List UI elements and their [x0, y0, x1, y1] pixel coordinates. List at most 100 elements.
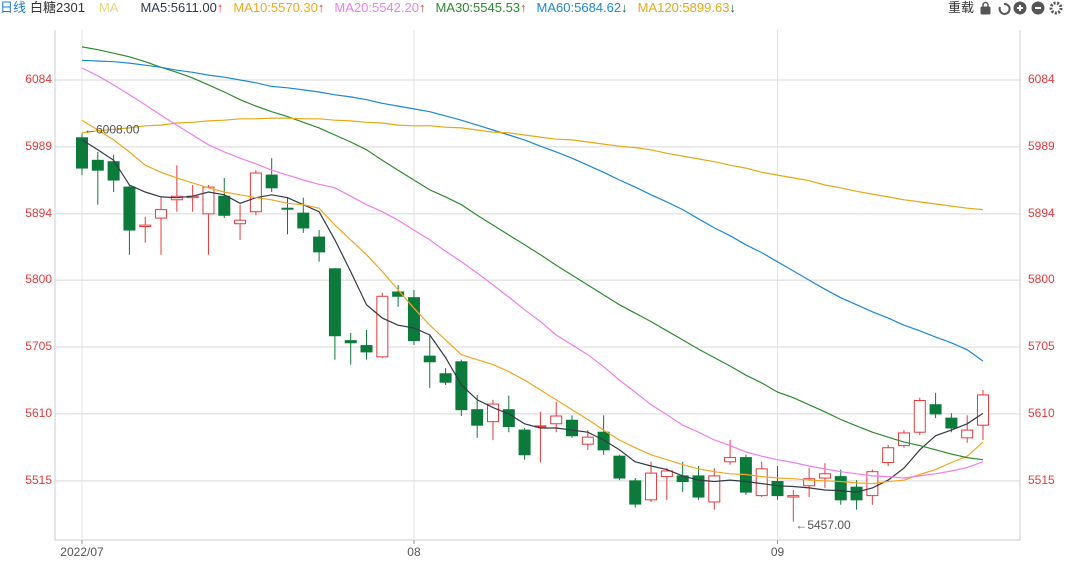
legend-trend: ↑ — [520, 0, 527, 15]
ma-line — [81, 59, 984, 362]
candle-body — [328, 268, 341, 337]
candle-body — [281, 207, 294, 210]
y2-tick-label: 5989 — [1028, 139, 1055, 153]
extreme-label: ←6008.00 — [84, 123, 140, 137]
indicator[interactable]: MA — [98, 0, 119, 15]
undo-icon[interactable] — [998, 2, 1011, 15]
ma-line — [81, 117, 984, 211]
candle-body — [755, 468, 768, 497]
legend-label[interactable]: MA120:5899.63 — [637, 0, 730, 15]
candle-body — [771, 481, 784, 497]
candle-body — [170, 195, 183, 201]
candle-body — [344, 340, 357, 344]
candle-body — [297, 212, 310, 229]
candle-body — [882, 447, 895, 464]
legend-label[interactable]: MA10:5570.30 — [233, 0, 318, 15]
x-tick-label: 09 — [771, 545, 785, 559]
candle-body — [787, 495, 800, 498]
candle-body — [455, 361, 468, 411]
candle-body — [518, 429, 531, 456]
reload-button[interactable]: 重载 — [947, 0, 974, 15]
candle-body — [155, 209, 168, 219]
extreme-label: ←5457.00 — [795, 518, 851, 532]
y2-tick-label: 5515 — [1028, 473, 1055, 487]
y2-tick-label: 5800 — [1028, 272, 1055, 286]
legend-trend: ↑ — [317, 0, 325, 15]
candle-body — [91, 159, 104, 171]
candle-body — [739, 457, 752, 493]
ma-line — [81, 46, 984, 461]
legend-trend: ↓ — [621, 0, 628, 15]
y-tick-label: 6084 — [25, 72, 52, 86]
candle-body — [265, 174, 278, 189]
y-tick-label: 5894 — [25, 206, 52, 220]
y-tick-label: 5515 — [25, 473, 52, 487]
tab[interactable]: 日线 — [0, 0, 27, 15]
legend-label[interactable]: MA30:5545.53 — [435, 0, 521, 15]
ma-line — [81, 119, 984, 485]
legend-label[interactable]: MA5:5611.00 — [140, 0, 217, 15]
symbol: 白糖2301 — [30, 0, 85, 15]
candle-body — [218, 195, 231, 216]
toolbar-icons — [980, 1, 1063, 15]
candle-body — [945, 417, 958, 429]
candle-body — [613, 455, 626, 479]
candle-body — [376, 295, 389, 358]
candle-body — [534, 425, 547, 428]
y-tick-label: 5610 — [25, 406, 52, 420]
y2-tick-label: 6084 — [1028, 72, 1055, 86]
candle-body — [629, 480, 642, 505]
candle-body — [597, 431, 610, 451]
header: 日线 白糖2301 MA MA5:5611.00 ↑ MA10:5570.30 ↑ MA… — [0, 0, 1080, 18]
ma-line — [81, 67, 984, 479]
candle-body — [502, 409, 515, 428]
y2-tick-label: 5610 — [1028, 406, 1055, 420]
candle-body — [645, 472, 658, 501]
legend-trend: ↑ — [418, 0, 426, 15]
lock-icon[interactable] — [980, 6, 991, 15]
candle-body — [407, 297, 420, 342]
candle-body — [803, 478, 816, 487]
candle-body — [834, 476, 847, 501]
candle-body — [439, 373, 452, 383]
y2-tick-label: 5705 — [1028, 339, 1055, 353]
candle-body — [897, 432, 910, 447]
candle-body — [913, 400, 926, 433]
candle-body — [471, 409, 484, 426]
legend-trend: ↓ — [729, 0, 736, 15]
y-tick-label: 5705 — [25, 339, 52, 353]
candle-body — [486, 403, 499, 423]
candle-body — [76, 137, 88, 169]
candle-body — [708, 475, 721, 503]
candle-body — [724, 457, 737, 463]
y-tick-label: 5800 — [25, 272, 52, 286]
candle-body — [818, 473, 831, 479]
candle-body — [566, 419, 579, 437]
candle-body — [423, 355, 436, 363]
candle-body — [123, 186, 136, 231]
candle-body — [660, 470, 673, 478]
settings-icon[interactable] — [1049, 1, 1063, 15]
x-tick-label: 08 — [407, 545, 421, 559]
legend-trend: ↑ — [216, 0, 224, 15]
ma-line — [81, 139, 984, 493]
candle-body — [139, 224, 152, 228]
candle-body — [929, 404, 942, 415]
candle-body — [692, 475, 705, 498]
toolbar: 重载 — [948, 0, 1074, 16]
candle-body — [581, 436, 594, 445]
candle-body — [676, 475, 689, 483]
candle-body — [107, 161, 120, 181]
candle-body — [550, 415, 563, 425]
legend-label[interactable]: MA60:5684.62 — [536, 0, 622, 15]
candle-body — [866, 471, 879, 497]
y2-tick-label: 5894 — [1028, 206, 1055, 220]
x-tick-label: 2022/07 — [60, 545, 104, 559]
candle-body — [186, 195, 199, 199]
legend-label[interactable]: MA20:5542.20 — [334, 0, 419, 15]
candle-body — [850, 486, 863, 501]
candle-body — [977, 394, 989, 426]
candle-body — [249, 172, 262, 213]
